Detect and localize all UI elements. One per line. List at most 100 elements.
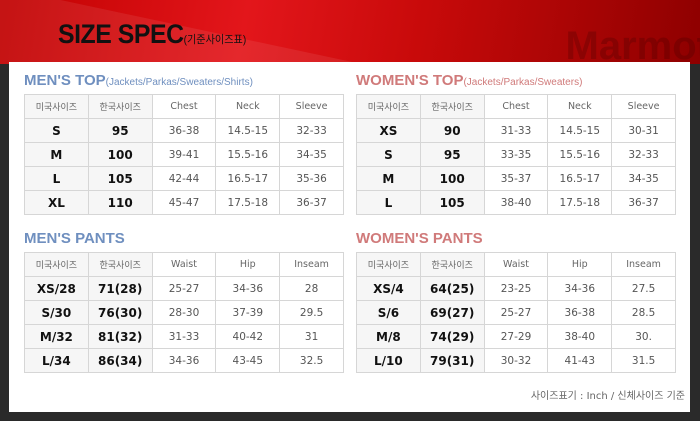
column-header: Hip [547, 252, 613, 277]
title-text: SIZE SPEC [58, 19, 184, 49]
table-cell: 16.5-17 [547, 166, 613, 191]
table-row: L/10 79(31) 30-32 41-43 31.5 [356, 348, 676, 373]
table-cell: M [356, 166, 421, 191]
table-cell: 28.5 [611, 300, 676, 325]
table-cell: 28 [279, 276, 344, 301]
column-header: Hip [215, 252, 281, 277]
table-cell: 31-33 [151, 324, 217, 349]
table-header: 미국사이즈 한국사이즈 Waist Hip Inseam [356, 252, 676, 277]
table-cell: 32.5 [279, 348, 344, 373]
mens-pants-table: 미국사이즈 한국사이즈 Waist Hip Inseam XS/28 71(28) 25-27… [24, 252, 344, 373]
unit-note: 사이즈표기 : Inch / 신체사이즈 기준 [530, 391, 685, 402]
table-cell: 27-29 [483, 324, 549, 349]
table-cell: 35-36 [279, 166, 344, 191]
table-cell: 76(30) [87, 300, 153, 325]
column-header: Neck [215, 94, 281, 119]
column-header: 미국사이즈 [356, 94, 421, 119]
column-header: 한국사이즈 [419, 252, 485, 277]
table-row: XS 90 31-33 14.5-15 30-31 [356, 118, 676, 143]
table-row: M/32 81(32) 31-33 40-42 31 [24, 324, 344, 349]
section-note: (Jackets/Parkas/Sweaters) [463, 77, 583, 88]
table-cell: 27.5 [611, 276, 676, 301]
table-cell: 100 [87, 142, 153, 167]
table-header: 미국사이즈 한국사이즈 Chest Neck Sleeve [356, 94, 676, 119]
table-cell: 64(25) [419, 276, 485, 301]
table-cell: 34-36 [151, 348, 217, 373]
column-header: 한국사이즈 [419, 94, 485, 119]
table-cell: 69(27) [419, 300, 485, 325]
column-header: Neck [547, 94, 613, 119]
table-cell: 36-38 [151, 118, 217, 143]
table-row: S 95 36-38 14.5-15 32-33 [24, 118, 344, 143]
table-row: M 100 39-41 15.5-16 34-35 [24, 142, 344, 167]
column-header: Inseam [279, 252, 344, 277]
column-header: 미국사이즈 [24, 94, 89, 119]
table-cell: 14.5-15 [215, 118, 281, 143]
table-cell: 23-25 [483, 276, 549, 301]
table-row: XS/4 64(25) 23-25 34-36 27.5 [356, 276, 676, 301]
table-cell: S [24, 118, 89, 143]
column-header: 미국사이즈 [24, 252, 89, 277]
column-header: Sleeve [279, 94, 344, 119]
table-cell: 25-27 [483, 300, 549, 325]
womens-top-table: 미국사이즈 한국사이즈 Chest Neck Sleeve XS 90 31-33 14.5-1… [356, 94, 676, 215]
table-row: S/30 76(30) 28-30 37-39 29.5 [24, 300, 344, 325]
table-row: L 105 38-40 17.5-18 36-37 [356, 190, 676, 215]
table-cell: 29.5 [279, 300, 344, 325]
womens-top-section: WOMEN'S TOP(Jackets/Parkas/Sweaters) 미국사이… [356, 72, 676, 215]
section-title: MEN'S PANTS [24, 230, 344, 248]
table-cell: XS [356, 118, 421, 143]
table-cell: 71(28) [87, 276, 153, 301]
table-row: M/8 74(29) 27-29 38-40 30. [356, 324, 676, 349]
column-header: Waist [151, 252, 217, 277]
table-cell: XS/4 [356, 276, 421, 301]
table-cell: 37-39 [215, 300, 281, 325]
table-header: 미국사이즈 한국사이즈 Waist Hip Inseam [24, 252, 344, 277]
mens-top-section: MEN'S TOP(Jackets/Parkas/Sweaters/Shirts… [24, 72, 344, 215]
table-cell: 34-35 [279, 142, 344, 167]
column-header: Chest [483, 94, 549, 119]
table-cell: 38-40 [483, 190, 549, 215]
table-cell: M [24, 142, 89, 167]
page-subtitle: (기준사이즈표) [183, 34, 247, 46]
table-cell: 28-30 [151, 300, 217, 325]
table-row: S 95 33-35 15.5-16 32-33 [356, 142, 676, 167]
table-cell: 15.5-16 [215, 142, 281, 167]
column-header: 한국사이즈 [87, 252, 153, 277]
column-header: 한국사이즈 [87, 94, 153, 119]
table-cell: 95 [87, 118, 153, 143]
table-cell: 30. [611, 324, 676, 349]
womens-pants-table: 미국사이즈 한국사이즈 Waist Hip Inseam XS/4 64(25) 23-25 3… [356, 252, 676, 373]
table-cell: XL [24, 190, 89, 215]
table-cell: M/32 [24, 324, 89, 349]
section-title: WOMEN'S PANTS [356, 230, 676, 248]
table-cell: 42-44 [151, 166, 217, 191]
table-cell: 36-38 [547, 300, 613, 325]
table-cell: 14.5-15 [547, 118, 613, 143]
table-cell: 74(29) [419, 324, 485, 349]
table-cell: 36-37 [611, 190, 676, 215]
column-header: Chest [151, 94, 217, 119]
table-cell: 16.5-17 [215, 166, 281, 191]
table-cell: XS/28 [24, 276, 89, 301]
table-cell: 79(31) [419, 348, 485, 373]
mens-pants-section: MEN'S PANTS 미국사이즈 한국사이즈 Waist Hip Inseam XS/28… [24, 230, 344, 373]
table-cell: 45-47 [151, 190, 217, 215]
table-cell: 105 [419, 190, 485, 215]
column-header: Sleeve [611, 94, 676, 119]
table-cell: 95 [419, 142, 485, 167]
section-title-text: MEN'S TOP [24, 72, 106, 89]
table-cell: 38-40 [547, 324, 613, 349]
section-title: MEN'S TOP(Jackets/Parkas/Sweaters/Shirts… [24, 72, 344, 90]
table-cell: M/8 [356, 324, 421, 349]
section-title-text: MEN'S PANTS [24, 230, 125, 247]
table-cell: 30-31 [611, 118, 676, 143]
table-cell: 90 [419, 118, 485, 143]
table-cell: 33-35 [483, 142, 549, 167]
mens-top-table: 미국사이즈 한국사이즈 Chest Neck Sleeve S 95 36-38 14.5-15… [24, 94, 344, 215]
table-cell: 40-42 [215, 324, 281, 349]
table-cell: 34-35 [611, 166, 676, 191]
table-cell: 36-37 [279, 190, 344, 215]
table-row: M 100 35-37 16.5-17 34-35 [356, 166, 676, 191]
table-cell: 30-32 [483, 348, 549, 373]
